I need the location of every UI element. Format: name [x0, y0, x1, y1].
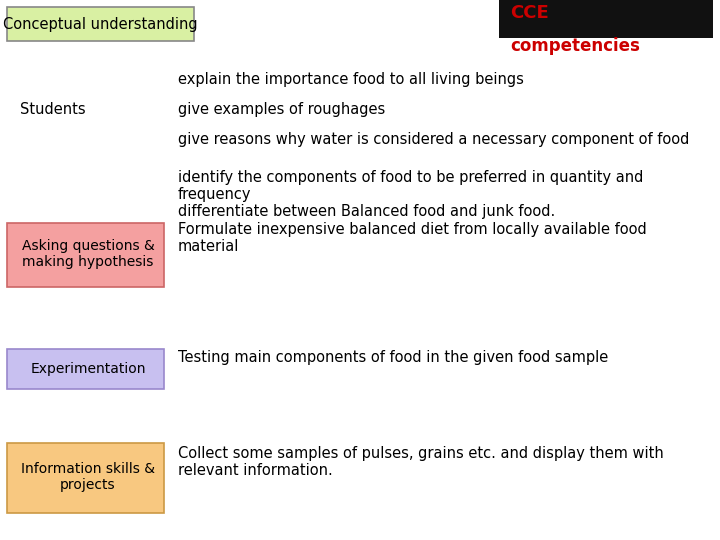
- Text: Experimentation: Experimentation: [30, 362, 145, 376]
- FancyBboxPatch shape: [7, 443, 164, 513]
- Text: identify the components of food to be preferred in quantity and
frequency: identify the components of food to be pr…: [178, 170, 644, 202]
- Text: Students: Students: [20, 102, 86, 117]
- Text: Asking questions &
making hypothesis: Asking questions & making hypothesis: [22, 239, 154, 269]
- Text: Conceptual understanding: Conceptual understanding: [3, 17, 197, 31]
- FancyBboxPatch shape: [7, 223, 164, 287]
- Text: explain the importance food to all living beings: explain the importance food to all livin…: [178, 72, 524, 87]
- Text: Collect some samples of pulses, grains etc. and display them with
relevant infor: Collect some samples of pulses, grains e…: [178, 446, 664, 478]
- Text: competencies: competencies: [510, 37, 640, 55]
- FancyBboxPatch shape: [7, 349, 164, 389]
- FancyBboxPatch shape: [7, 7, 194, 41]
- Text: give examples of roughages: give examples of roughages: [178, 102, 385, 117]
- FancyBboxPatch shape: [499, 0, 713, 38]
- Text: Formulate inexpensive balanced diet from locally available food
material: Formulate inexpensive balanced diet from…: [178, 222, 647, 254]
- Text: Testing main components of food in the given food sample: Testing main components of food in the g…: [178, 350, 608, 365]
- Text: give reasons why water is considered a necessary component of food: give reasons why water is considered a n…: [178, 132, 689, 147]
- Text: Information skills &
projects: Information skills & projects: [21, 462, 155, 492]
- Text: differentiate between Balanced food and junk food.: differentiate between Balanced food and …: [178, 204, 555, 219]
- Text: CCE: CCE: [510, 4, 549, 22]
